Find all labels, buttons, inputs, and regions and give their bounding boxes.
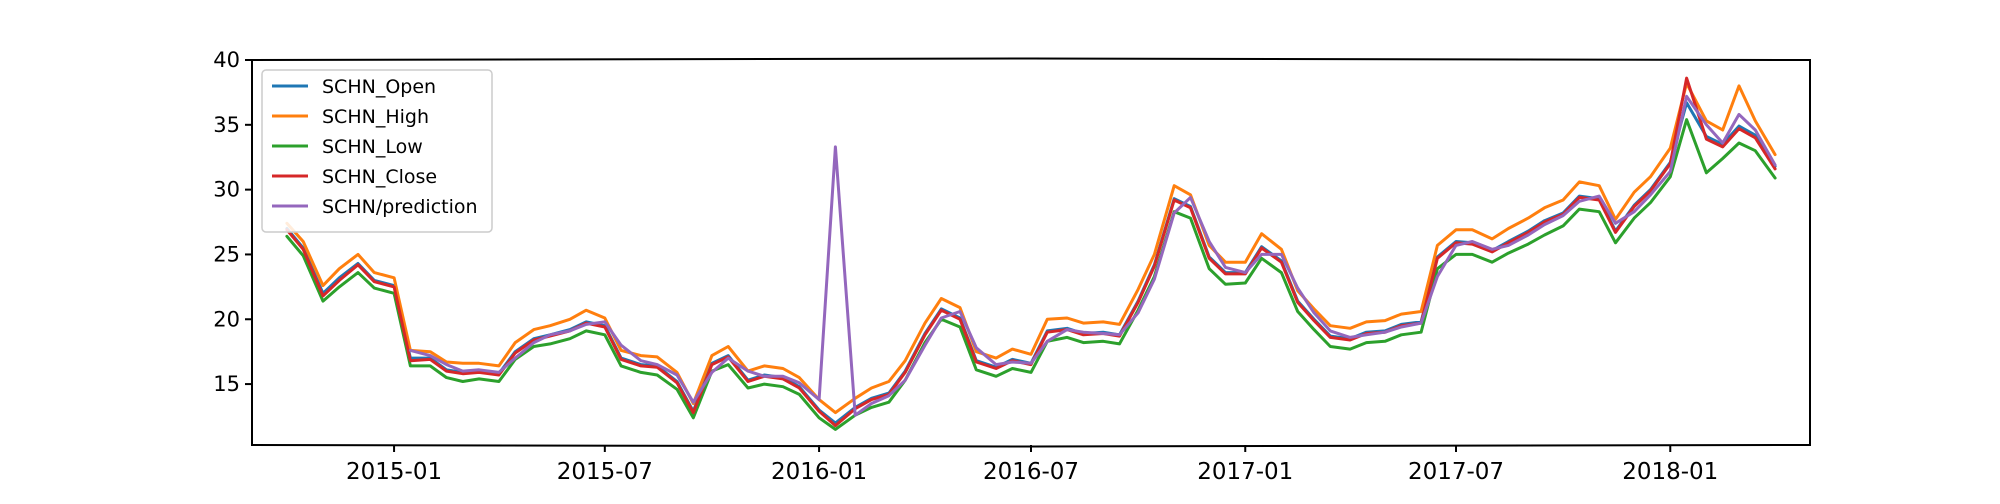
legend: SCHN_Open SCHN_High SCHN_Low SCHN_Close SCHN… bbox=[261, 69, 493, 233]
y-tick-label: 15 bbox=[213, 372, 240, 396]
series-line-5 bbox=[408, 94, 1777, 417]
series-line-3 bbox=[285, 118, 1777, 431]
plot-area bbox=[285, 76, 1777, 431]
legend-label: SCHN_Low bbox=[322, 136, 423, 158]
x-tick-label: 2015-07 bbox=[557, 459, 653, 485]
plot-frame bbox=[251, 57, 1811, 448]
x-tick-label: 2018-01 bbox=[1622, 459, 1718, 485]
x-tick-label: 2016-07 bbox=[983, 459, 1079, 485]
series-line-2 bbox=[285, 81, 1777, 415]
x-tick-label: 2017-07 bbox=[1408, 459, 1504, 485]
x-tick-label: 2016-01 bbox=[771, 459, 867, 485]
series-line-1 bbox=[285, 101, 1777, 425]
x-tick-label: 2015-01 bbox=[346, 459, 442, 485]
legend-label: SCHN_Open bbox=[322, 76, 436, 98]
legend-box bbox=[261, 69, 493, 233]
legend-label: SCHN/prediction bbox=[322, 196, 478, 218]
legend-label: SCHN_Close bbox=[322, 166, 437, 188]
axes: 15 20 25 30 35 40 2015-01 2015-07 2016-01 2016-07… bbox=[213, 48, 1811, 485]
y-tick-label: 25 bbox=[213, 242, 240, 266]
legend-label: SCHN_High bbox=[322, 106, 429, 128]
y-tick-label: 20 bbox=[213, 307, 240, 331]
y-tick-label: 35 bbox=[213, 113, 240, 137]
y-tick-label: 30 bbox=[213, 178, 240, 202]
y-tick-label: 40 bbox=[213, 48, 240, 72]
x-tick-label: 2017-01 bbox=[1197, 459, 1293, 485]
